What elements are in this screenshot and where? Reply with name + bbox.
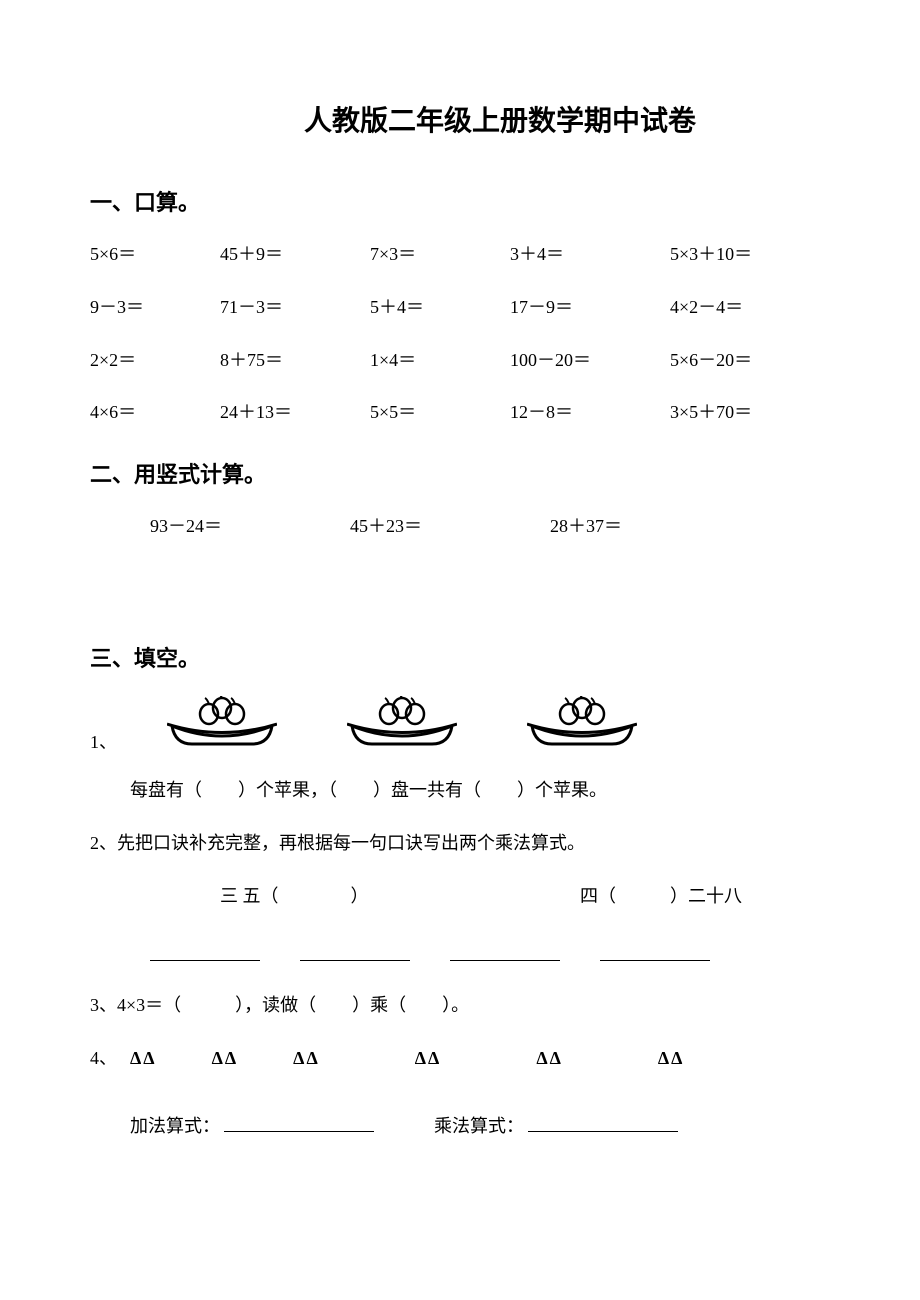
math-cell: 3＋4＝ — [510, 240, 670, 269]
q3-1-num: 1、 — [90, 728, 117, 757]
math-cell: 17－9＝ — [510, 293, 670, 322]
formula-mul-label: 乘法算式： — [434, 1112, 524, 1141]
plates-container — [167, 696, 637, 756]
section-1-header: 一、口算。 — [90, 185, 830, 220]
math-cell: 2×2＝ — [90, 346, 220, 375]
math-row-2: 9－3＝ 71－3＝ 5＋4＝ 17－9＝ 4×2－4＝ — [90, 293, 830, 322]
blank-line — [150, 941, 260, 961]
section-3: 三、填空。 1、 — [90, 641, 830, 1141]
triangle-group: ΔΔ — [415, 1044, 442, 1073]
math-cell: 24＋13＝ — [220, 398, 370, 427]
math-cell: 4×2－4＝ — [670, 293, 830, 322]
vcalc-item: 45＋23＝ — [350, 512, 550, 541]
q3-3-text: 3、4×3＝（ ），读做（ ）乘（ ）。 — [90, 991, 830, 1020]
math-cell: 5×6－20＝ — [670, 346, 830, 375]
math-cell: 5×6＝ — [90, 240, 220, 269]
math-cell: 5×3＋10＝ — [670, 240, 830, 269]
triangle-group: ΔΔ — [130, 1044, 157, 1073]
fruit-plate-icon — [167, 696, 277, 756]
fruit-plate-icon — [347, 696, 457, 756]
rhyme-row: 三 五（ ） 四（ ）二十八 — [90, 882, 830, 911]
math-cell: 8＋75＝ — [220, 346, 370, 375]
q3-1-text: 每盘有（ ）个苹果，（ ）盘一共有（ ）个苹果。 — [90, 776, 830, 805]
math-cell: 5＋4＝ — [370, 293, 510, 322]
math-cell: 45＋9＝ — [220, 240, 370, 269]
math-cell: 3×5＋70＝ — [670, 398, 830, 427]
q3-1-row: 1、 — [90, 696, 830, 756]
formula-add-label: 加法算式： — [130, 1112, 220, 1141]
section-2: 二、用竖式计算。 93－24＝ 45＋23＝ 28＋37＝ — [90, 457, 830, 541]
math-cell: 9－3＝ — [90, 293, 220, 322]
blank-line — [600, 941, 710, 961]
q3-2-text: 2、先把口诀补充完整，再根据每一句口诀写出两个乘法算式。 — [90, 829, 830, 858]
rhyme-left: 三 五（ ） — [220, 882, 580, 911]
formula-mul: 乘法算式： — [434, 1112, 678, 1141]
section-1: 一、口算。 5×6＝ 45＋9＝ 7×3＝ 3＋4＝ 5×3＋10＝ 9－3＝ … — [90, 185, 830, 427]
math-cell: 71－3＝ — [220, 293, 370, 322]
spacer — [90, 601, 830, 641]
formula-row: 加法算式： 乘法算式： — [90, 1112, 830, 1141]
formula-add: 加法算式： — [130, 1112, 374, 1141]
vcalc-item: 93－24＝ — [150, 512, 350, 541]
math-cell: 7×3＝ — [370, 240, 510, 269]
section-3-header: 三、填空。 — [90, 641, 830, 676]
page-title: 人教版二年级上册数学期中试卷 — [170, 100, 830, 145]
vcalc-item: 28＋37＝ — [550, 512, 750, 541]
math-row-3: 2×2＝ 8＋75＝ 1×4＝ 100－20＝ 5×6－20＝ — [90, 346, 830, 375]
formula-blank — [528, 1112, 678, 1132]
q3-4-num: 4、 — [90, 1044, 130, 1073]
section-2-header: 二、用竖式计算。 — [90, 457, 830, 492]
triangles-row: 4、 ΔΔ ΔΔ ΔΔ ΔΔ ΔΔ ΔΔ — [90, 1044, 830, 1073]
math-row-1: 5×6＝ 45＋9＝ 7×3＝ 3＋4＝ 5×3＋10＝ — [90, 240, 830, 269]
rhyme-right: 四（ ）二十八 — [580, 882, 742, 911]
formula-blank — [224, 1112, 374, 1132]
blank-line — [300, 941, 410, 961]
math-row-4: 4×6＝ 24＋13＝ 5×5＝ 12－8＝ 3×5＋70＝ — [90, 398, 830, 427]
triangle-group: ΔΔ — [658, 1044, 685, 1073]
math-cell: 12－8＝ — [510, 398, 670, 427]
triangle-group: ΔΔ — [293, 1044, 320, 1073]
blanks-row — [90, 941, 830, 961]
vertical-calc-row: 93－24＝ 45＋23＝ 28＋37＝ — [90, 512, 830, 541]
triangle-group: ΔΔ — [212, 1044, 239, 1073]
math-cell: 4×6＝ — [90, 398, 220, 427]
math-cell: 1×4＝ — [370, 346, 510, 375]
triangle-group: ΔΔ — [536, 1044, 563, 1073]
math-cell: 5×5＝ — [370, 398, 510, 427]
math-cell: 100－20＝ — [510, 346, 670, 375]
fruit-plate-icon — [527, 696, 637, 756]
blank-line — [450, 941, 560, 961]
